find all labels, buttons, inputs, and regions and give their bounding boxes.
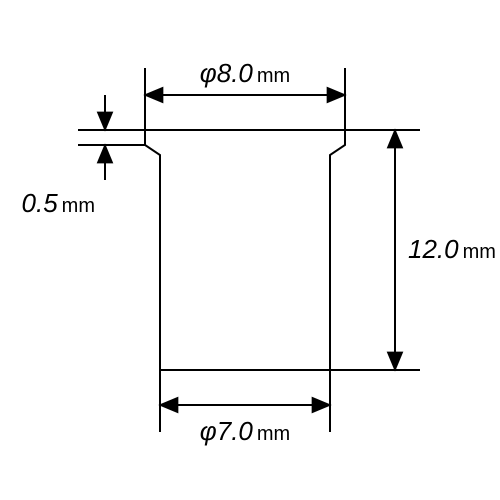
dim-label-bottom: φ7.0mm: [200, 416, 290, 446]
dim-bottom-unit: mm: [257, 423, 290, 445]
dim-flange-value: 0.5: [22, 188, 59, 218]
dim-bottom-value: φ7.0: [200, 416, 254, 446]
dim-flange-unit: mm: [62, 195, 95, 217]
dim-label-flange: 0.5mm: [22, 188, 95, 218]
dim-height-value: 12.0: [408, 234, 459, 264]
dim-height-unit: mm: [463, 241, 496, 263]
dim-label-top: φ8.0mm: [200, 58, 290, 88]
dim-label-height: 12.0mm: [408, 234, 496, 264]
dim-top-value: φ8.0: [200, 58, 254, 88]
dim-top-unit: mm: [257, 65, 290, 87]
part-outline: [145, 130, 345, 370]
